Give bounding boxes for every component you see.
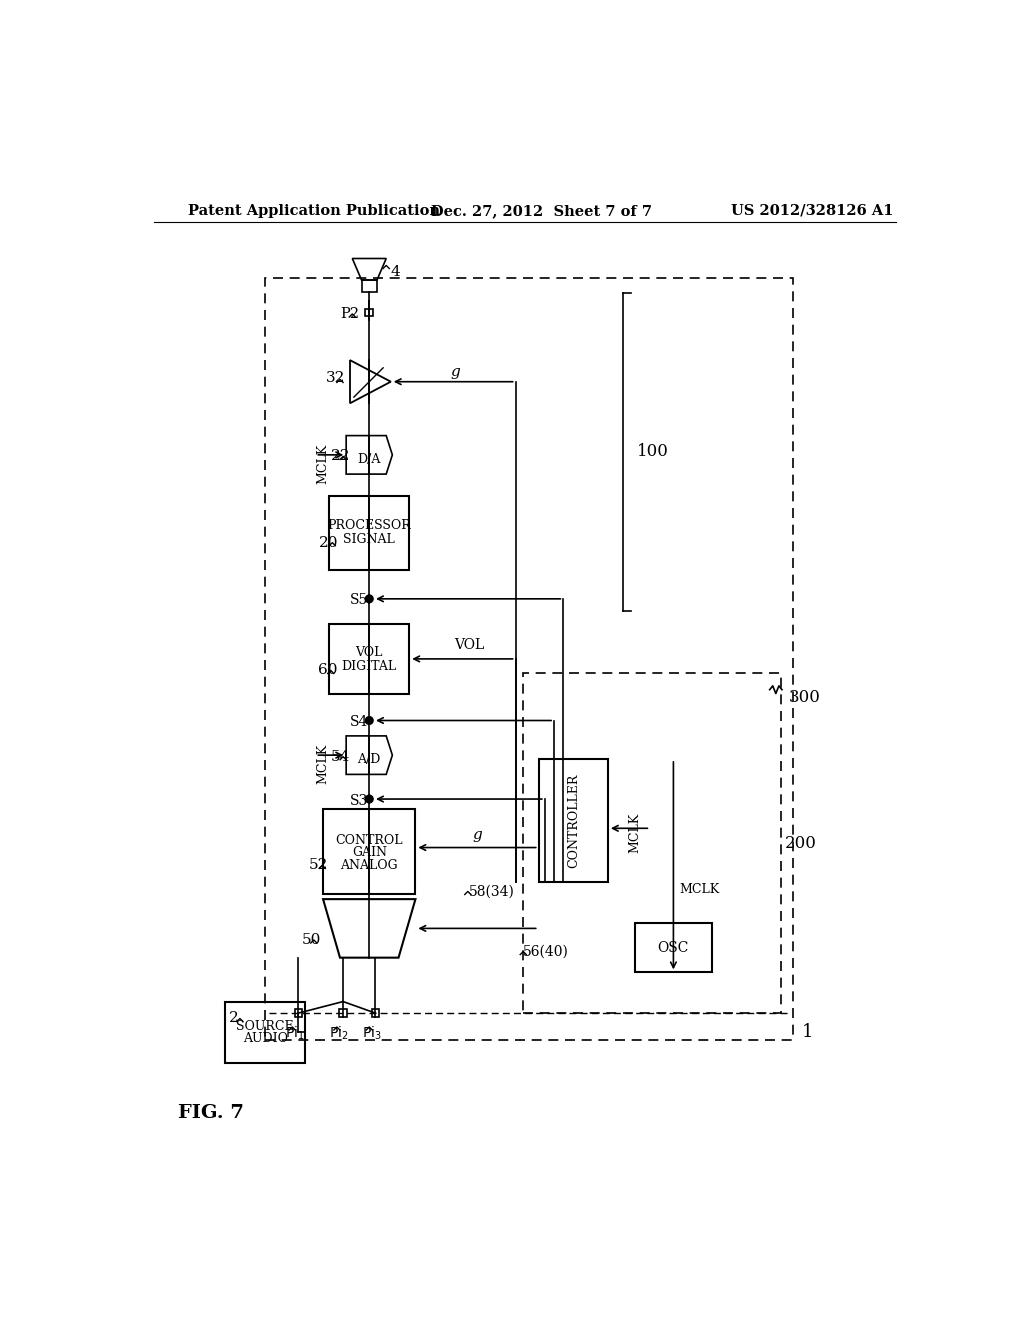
Text: S3: S3	[350, 793, 369, 808]
Text: MCLK: MCLK	[316, 444, 330, 483]
Text: AUDIO: AUDIO	[243, 1032, 288, 1045]
Bar	[361, 280, 377, 293]
Text: SIGNAL: SIGNAL	[343, 533, 395, 546]
Text: A/D: A/D	[357, 754, 381, 767]
Circle shape	[366, 595, 373, 603]
Text: GAIN: GAIN	[352, 846, 387, 859]
Text: ANALOG: ANALOG	[340, 859, 398, 871]
Text: MCLK: MCLK	[680, 883, 720, 896]
Text: g: g	[451, 366, 460, 379]
Bar	[265, 277, 793, 1040]
Text: g: g	[472, 828, 482, 842]
Bar	[366, 309, 373, 317]
Text: S4: S4	[350, 715, 369, 729]
Circle shape	[366, 717, 373, 725]
Text: FIG. 7: FIG. 7	[178, 1105, 244, 1122]
Text: CONTROLLER: CONTROLLER	[567, 774, 580, 867]
Text: MCLK: MCLK	[629, 813, 641, 853]
Text: $\mathrm{Pi}_2$: $\mathrm{Pi}_2$	[330, 1024, 349, 1041]
Text: 100: 100	[637, 442, 669, 459]
Text: Patent Application Publication: Patent Application Publication	[188, 203, 440, 218]
Text: 1: 1	[802, 1023, 813, 1041]
Text: P2: P2	[340, 308, 359, 321]
Text: VOL: VOL	[454, 638, 484, 652]
Text: VOL: VOL	[355, 647, 383, 659]
Text: 60: 60	[318, 664, 338, 677]
Bar	[372, 1010, 379, 1016]
Text: 300: 300	[788, 689, 821, 706]
Text: D/A: D/A	[357, 453, 381, 466]
Text: 56(40): 56(40)	[523, 945, 569, 958]
Text: OSC: OSC	[657, 941, 689, 954]
Text: CONTROL: CONTROL	[336, 834, 403, 847]
Text: $\mathrm{Pi}_1$: $\mathrm{Pi}_1$	[285, 1024, 304, 1041]
Bar	[339, 1010, 347, 1016]
Bar	[295, 1010, 302, 1016]
Text: MCLK: MCLK	[316, 743, 330, 784]
Bar	[330, 496, 410, 570]
Text: US 2012/328126 A1: US 2012/328126 A1	[731, 203, 894, 218]
Text: 20: 20	[319, 536, 339, 549]
Text: 2: 2	[229, 1011, 239, 1026]
Bar	[323, 809, 416, 894]
Bar	[539, 759, 608, 882]
Bar	[330, 624, 410, 693]
Text: 52: 52	[309, 858, 329, 873]
Bar	[225, 1002, 305, 1063]
Text: SOURCE: SOURCE	[237, 1019, 294, 1032]
Text: $\mathrm{Pi}_3$: $\mathrm{Pi}_3$	[361, 1024, 381, 1041]
Text: 50: 50	[301, 933, 321, 946]
Text: DIGITAL: DIGITAL	[342, 660, 397, 673]
Text: 200: 200	[785, 836, 817, 853]
Text: 58(34): 58(34)	[469, 884, 515, 899]
Text: PROCESSOR: PROCESSOR	[328, 519, 411, 532]
Text: 4: 4	[391, 265, 400, 280]
Text: 32: 32	[326, 371, 345, 385]
Text: Dec. 27, 2012  Sheet 7 of 7: Dec. 27, 2012 Sheet 7 of 7	[431, 203, 652, 218]
Bar	[635, 923, 712, 973]
Text: 22: 22	[331, 449, 350, 463]
Bar	[523, 673, 781, 1014]
Text: 54: 54	[331, 750, 350, 764]
Circle shape	[366, 795, 373, 803]
Text: S5: S5	[350, 594, 369, 607]
